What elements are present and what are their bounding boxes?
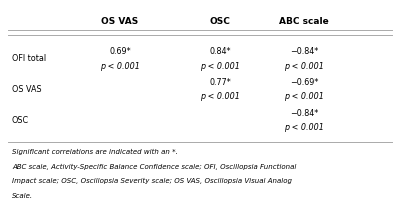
Text: OS VAS: OS VAS (101, 17, 139, 26)
Text: p < 0.001: p < 0.001 (100, 62, 140, 71)
Text: OSC: OSC (12, 116, 29, 125)
Text: p < 0.001: p < 0.001 (284, 123, 324, 132)
Text: Scale.: Scale. (12, 193, 33, 199)
Text: OFI total: OFI total (12, 54, 46, 63)
Text: 0.84*: 0.84* (209, 47, 231, 56)
Text: p < 0.001: p < 0.001 (200, 92, 240, 102)
Text: 0.69*: 0.69* (109, 47, 131, 56)
Text: OSC: OSC (210, 17, 230, 26)
Text: −0.69*: −0.69* (290, 78, 318, 87)
Text: OS VAS: OS VAS (12, 85, 42, 94)
Text: ABC scale: ABC scale (279, 17, 329, 26)
Text: Impact scale; OSC, Oscillopsia Severity scale; OS VAS, Oscillopsia Visual Analog: Impact scale; OSC, Oscillopsia Severity … (12, 178, 292, 184)
Text: 0.77*: 0.77* (209, 78, 231, 87)
Text: p < 0.001: p < 0.001 (200, 62, 240, 71)
Text: −0.84*: −0.84* (290, 47, 318, 56)
Text: Significant correlations are indicated with an *.: Significant correlations are indicated w… (12, 149, 178, 156)
Text: p < 0.001: p < 0.001 (284, 62, 324, 71)
Text: −0.84*: −0.84* (290, 109, 318, 118)
Text: ABC scale, Activity-Specific Balance Confidence scale; OFI, Oscillopsia Function: ABC scale, Activity-Specific Balance Con… (12, 164, 296, 170)
Text: p < 0.001: p < 0.001 (284, 92, 324, 102)
